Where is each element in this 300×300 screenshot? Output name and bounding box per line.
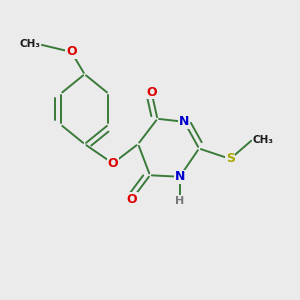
Text: N: N: [175, 170, 185, 183]
Text: CH₃: CH₃: [19, 40, 40, 50]
Text: O: O: [146, 85, 157, 98]
Text: O: O: [66, 45, 76, 58]
Text: O: O: [107, 157, 118, 170]
Text: S: S: [226, 152, 235, 165]
Text: O: O: [127, 193, 137, 206]
Text: H: H: [175, 196, 184, 206]
Text: CH₃: CH₃: [253, 135, 274, 145]
Text: N: N: [179, 115, 189, 128]
